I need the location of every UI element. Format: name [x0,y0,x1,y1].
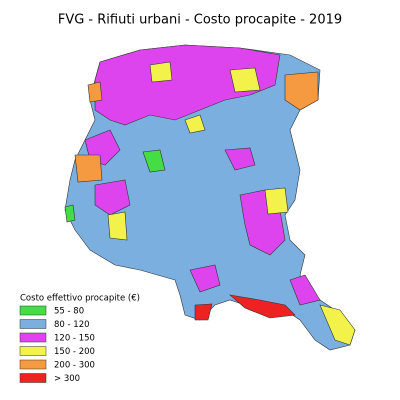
legend-label: 55 - 80 [54,307,84,317]
legend-swatch [19,373,47,383]
map-title: FVG - Rifiuti urbani - Costo procapite -… [58,13,342,28]
area-red [194,303,213,321]
area-yellow [319,304,356,346]
area-orange [284,71,319,111]
area-green [64,204,76,223]
legend-swatch [19,305,47,316]
area-green [142,149,166,173]
legend-label: > 300 [54,374,80,384]
legend-swatch [19,319,47,329]
area-yellow [184,114,206,134]
area-magenta [289,274,321,306]
area-yellow [229,67,261,93]
area-yellow [107,211,128,241]
area-magenta [224,147,256,171]
area-red [228,294,296,319]
area-magenta [189,264,221,293]
area-magenta [94,44,281,126]
area-yellow [149,61,173,83]
area-magenta [94,179,131,216]
legend-label: 200 - 300 [54,361,95,371]
legend-swatch [19,346,47,356]
legend-label: 120 - 150 [54,334,95,344]
legend-swatch [19,332,47,343]
area-yellow [264,187,289,215]
legend: 55 - 80 80 - 120 120 - 150 150 - 200 200 - 3… [19,305,95,384]
legend-title: Costo effettivo procapite (€) [20,294,140,304]
area-orange [74,154,103,183]
legend-label: 150 - 200 [54,347,95,357]
area-orange [87,81,103,103]
region-map [64,44,356,351]
legend-label: 80 - 120 [54,320,90,330]
legend-swatch [19,359,47,370]
